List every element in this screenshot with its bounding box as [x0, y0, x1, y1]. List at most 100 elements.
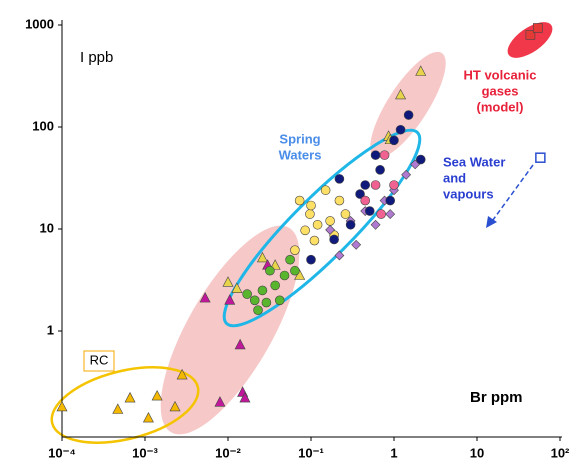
y-axis-label: I ppb	[80, 49, 113, 66]
annotation: HT volcanic	[464, 67, 537, 82]
x-tick-label: 10⁻³	[132, 445, 158, 460]
point	[249, 295, 260, 306]
point	[535, 152, 546, 163]
point	[360, 180, 371, 190]
point	[142, 411, 154, 423]
point	[403, 110, 414, 120]
y-tick-label: 100	[32, 118, 54, 133]
point	[385, 195, 396, 206]
y-tick-label: 10	[40, 220, 54, 235]
annotation: Sea Water	[443, 154, 505, 169]
point	[222, 276, 234, 287]
point	[306, 200, 316, 211]
point	[395, 124, 406, 135]
point	[231, 282, 243, 293]
point	[334, 250, 345, 261]
point	[376, 209, 386, 219]
spring-label: Spring Waters	[279, 131, 322, 162]
point	[261, 297, 272, 308]
point	[389, 135, 399, 146]
point	[309, 235, 320, 246]
point	[256, 251, 268, 263]
point	[300, 225, 310, 236]
point	[370, 150, 381, 160]
ht-label: HT volcanic gases (model)	[464, 67, 537, 114]
arrow	[489, 164, 534, 225]
point	[285, 254, 295, 265]
point	[370, 180, 381, 190]
point	[415, 65, 427, 76]
rc-ellipse	[50, 366, 200, 444]
point	[214, 396, 226, 407]
point	[176, 368, 188, 380]
point	[370, 219, 381, 230]
point	[234, 338, 246, 350]
point	[242, 289, 252, 299]
point	[364, 206, 375, 216]
point	[151, 389, 163, 401]
point	[320, 185, 331, 196]
point	[239, 391, 251, 403]
point	[312, 219, 323, 230]
point	[532, 23, 543, 33]
point	[294, 195, 305, 206]
point	[345, 219, 356, 230]
point	[199, 291, 211, 303]
x-tick-label: 10⁻¹	[298, 445, 324, 460]
arrow-head	[486, 216, 497, 228]
y-tick-label: 1	[47, 322, 54, 337]
x-tick-label: 10	[470, 445, 484, 460]
point	[325, 216, 335, 226]
annotation: (model)	[477, 99, 524, 114]
point	[270, 280, 280, 291]
x-axis-label: Br ppm	[470, 389, 523, 406]
point	[274, 295, 285, 306]
region-ellipse	[370, 51, 446, 159]
point	[329, 234, 339, 245]
point	[375, 165, 385, 175]
x-tick-label: 1	[390, 445, 397, 460]
point	[401, 169, 412, 180]
point	[389, 180, 399, 190]
point	[385, 209, 396, 220]
point	[124, 391, 136, 403]
point	[415, 154, 426, 165]
point	[253, 305, 263, 315]
point	[257, 285, 268, 296]
point	[290, 265, 300, 276]
y-tick-label: 1000	[25, 16, 54, 31]
annotation: Waters	[279, 147, 322, 162]
spring-ellipse	[222, 128, 422, 328]
point	[112, 403, 124, 414]
annotation: gases	[482, 83, 519, 98]
point	[224, 294, 236, 305]
point	[395, 88, 407, 100]
x-tick-label: 10²	[551, 445, 570, 460]
point	[340, 209, 351, 219]
point	[265, 265, 275, 276]
point	[56, 400, 68, 412]
point	[334, 174, 345, 184]
region-ellipse	[507, 22, 553, 58]
point	[379, 150, 390, 160]
annotation: and	[443, 170, 466, 185]
sea-label: Sea Water and vapours	[443, 154, 505, 201]
annotation: vapours	[443, 186, 494, 201]
point	[351, 239, 362, 250]
point	[305, 209, 315, 219]
point	[334, 195, 345, 206]
x-tick-label: 10⁻⁴	[48, 445, 76, 460]
point	[525, 30, 536, 40]
annotation: RC	[90, 352, 109, 367]
point	[355, 189, 365, 199]
point	[325, 224, 336, 235]
point	[360, 195, 371, 206]
rc-box	[83, 350, 115, 372]
point	[290, 245, 300, 255]
point	[169, 400, 181, 412]
annotation: Spring	[279, 131, 320, 146]
x-tick-label: 10⁻²	[215, 445, 241, 460]
point	[279, 270, 290, 281]
region-ellipse	[160, 225, 300, 435]
